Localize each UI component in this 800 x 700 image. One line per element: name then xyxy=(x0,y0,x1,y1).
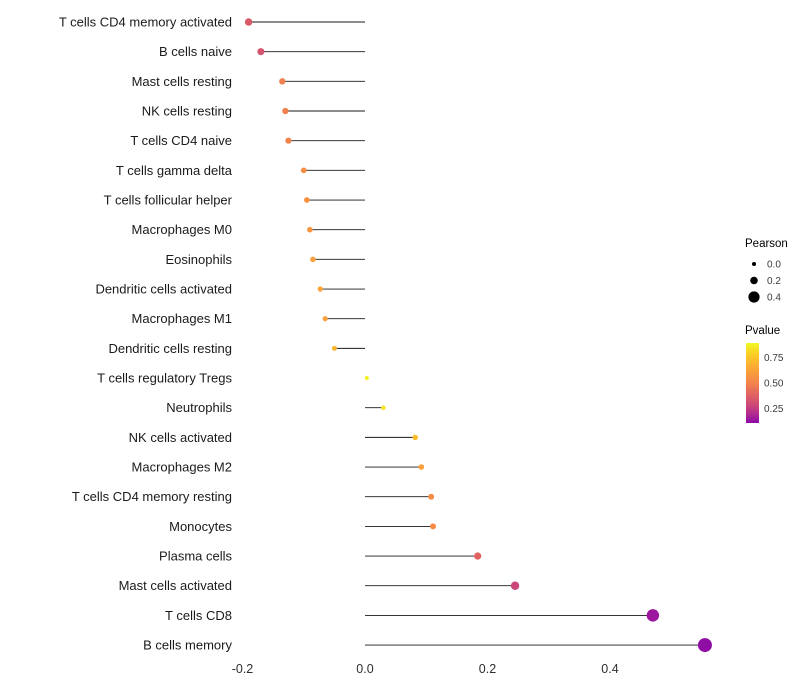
category-label: Dendritic cells resting xyxy=(108,341,232,356)
lollipop-point xyxy=(646,609,660,622)
legend-size-label: 0.2 xyxy=(767,276,781,287)
lollipop-point xyxy=(474,552,482,560)
category-label: NK cells activated xyxy=(129,430,232,445)
lollipop-point xyxy=(303,197,310,203)
category-label: Macrophages M2 xyxy=(132,460,232,475)
category-label: Dendritic cells activated xyxy=(95,282,232,297)
category-label: Macrophages M1 xyxy=(132,311,232,326)
legend-size-label: 0.0 xyxy=(767,260,781,271)
legend-size-dot xyxy=(752,262,756,266)
lollipop-point xyxy=(279,78,286,85)
category-label: T cells CD4 naive xyxy=(130,133,232,148)
category-label: Mast cells resting xyxy=(132,74,232,89)
pvalue-colorbar xyxy=(746,343,759,423)
lollipop-point xyxy=(300,167,307,174)
lollipop-point xyxy=(322,316,328,322)
pvalue-tick-label: 0.25 xyxy=(764,404,784,415)
category-label: T cells gamma delta xyxy=(116,163,233,178)
lollipop-point xyxy=(285,137,292,144)
legend-size-dot xyxy=(750,276,758,285)
lollipop-point xyxy=(429,523,436,530)
category-label: B cells memory xyxy=(143,638,232,653)
x-tick-label: 0.2 xyxy=(479,662,496,676)
category-label: NK cells resting xyxy=(142,104,232,119)
category-label: Plasma cells xyxy=(159,549,232,564)
category-label: T cells regulatory Tregs xyxy=(97,371,232,386)
category-label: Neutrophils xyxy=(166,400,232,415)
lollipop-point xyxy=(282,107,289,115)
category-label: Macrophages M0 xyxy=(132,222,232,237)
lollipop-point xyxy=(697,638,712,653)
category-label: Mast cells activated xyxy=(119,578,232,593)
legend-size-label: 0.4 xyxy=(767,293,781,304)
lollipop-point xyxy=(428,493,435,500)
legend-size-dot xyxy=(748,291,760,303)
lollipop-point xyxy=(418,464,425,470)
lollipop-point xyxy=(317,286,323,292)
category-label: Eosinophils xyxy=(166,252,233,267)
category-label: Monocytes xyxy=(169,519,232,534)
category-label: B cells naive xyxy=(159,44,232,59)
lollipop-point xyxy=(310,256,316,263)
category-label: T cells CD8 xyxy=(165,608,232,623)
lollipop-point xyxy=(244,18,253,26)
lollipop-point xyxy=(331,345,337,351)
pvalue-tick-label: 0.50 xyxy=(764,379,784,390)
category-label: T cells follicular helper xyxy=(104,193,233,208)
category-label: T cells CD4 memory activated xyxy=(59,15,232,30)
category-label: T cells CD4 memory resting xyxy=(72,489,232,504)
x-tick-label: 0.4 xyxy=(601,662,618,676)
legend-pvalue-title: Pvalue xyxy=(745,325,780,337)
lollipop-point xyxy=(381,405,386,410)
x-tick-label: -0.2 xyxy=(232,662,254,676)
lollipop-point xyxy=(257,48,265,56)
pvalue-tick-label: 0.75 xyxy=(764,353,784,364)
lollipop-point xyxy=(364,376,369,381)
lollipop-point xyxy=(307,226,313,233)
lollipop-point xyxy=(510,581,520,590)
x-tick-label: 0.0 xyxy=(356,662,373,676)
lollipop-point xyxy=(412,434,418,441)
legend-pearson-title: Pearson xyxy=(745,238,788,250)
